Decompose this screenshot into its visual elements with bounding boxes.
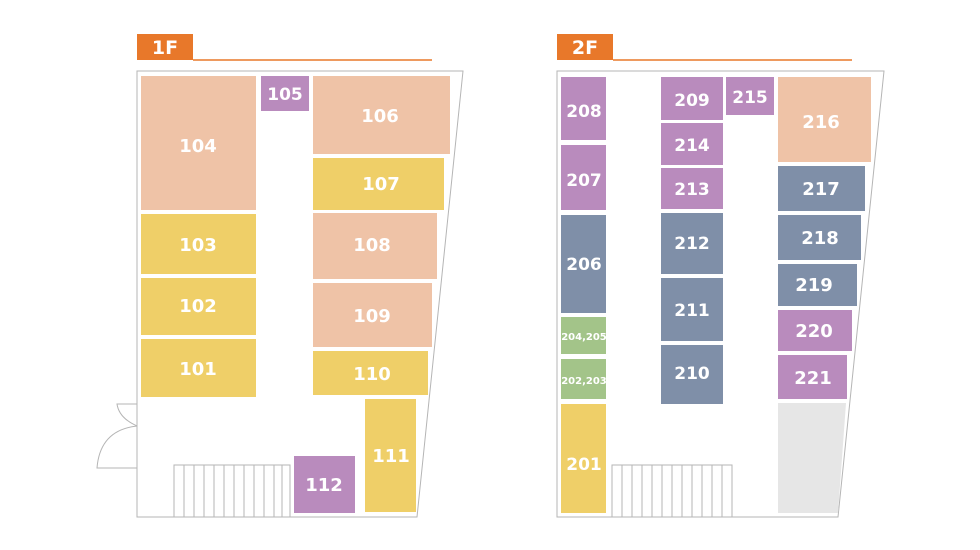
- floor-1f-header-tab: [137, 34, 193, 60]
- room-221[interactable]: 221: [778, 355, 847, 399]
- room-212[interactable]: 212: [661, 213, 723, 274]
- room-103-label: 103: [179, 235, 217, 256]
- room-215-label: 215: [732, 88, 768, 108]
- room-209-label: 209: [674, 91, 710, 111]
- room-106[interactable]: 106: [313, 76, 450, 154]
- room-106-label: 106: [361, 106, 399, 127]
- room-217[interactable]: 217: [778, 166, 865, 211]
- room-105[interactable]: 105: [261, 76, 309, 111]
- room-109[interactable]: 109: [313, 283, 432, 347]
- floor-1f: 1F 104 105 106: [96, 34, 464, 518]
- room-221-label: 221: [794, 368, 832, 389]
- room-218[interactable]: 218: [778, 215, 861, 260]
- room-207[interactable]: 207: [561, 145, 606, 210]
- room-107[interactable]: 107: [313, 158, 444, 210]
- room-202-203[interactable]: 202,203: [561, 359, 607, 399]
- room-210-label: 210: [674, 364, 710, 384]
- room-110[interactable]: 110: [313, 351, 428, 395]
- room-211-label: 211: [674, 301, 710, 321]
- room-211[interactable]: 211: [661, 278, 723, 341]
- floor-2f: 2F 208 209 215 216: [556, 34, 885, 518]
- room-212-label: 212: [674, 234, 710, 254]
- stairs-1f: [173, 464, 291, 518]
- room-204-205-label: 204,205: [561, 332, 607, 343]
- room-112-label: 112: [305, 475, 343, 496]
- room-217-label: 217: [802, 179, 840, 200]
- floor-2f-header-tab: [557, 34, 613, 60]
- room-213[interactable]: 213: [661, 168, 723, 209]
- room-213-label: 213: [674, 180, 710, 200]
- stairs-2f: [611, 464, 733, 518]
- room-202-203-label: 202,203: [561, 376, 607, 387]
- room-103[interactable]: 103: [141, 214, 256, 274]
- room-110-label: 110: [353, 364, 391, 385]
- room-209[interactable]: 209: [661, 77, 723, 120]
- room-201-label: 201: [566, 455, 602, 475]
- room-107-label: 107: [362, 174, 400, 195]
- room-214[interactable]: 214: [661, 123, 723, 165]
- room-101-label: 101: [179, 359, 217, 380]
- room-105-label: 105: [267, 85, 303, 105]
- room-219[interactable]: 219: [778, 264, 857, 306]
- room-207-label: 207: [566, 171, 602, 191]
- room-109-label: 109: [353, 306, 391, 327]
- room-112[interactable]: 112: [294, 456, 355, 513]
- room-216-label: 216: [802, 112, 840, 133]
- room-101[interactable]: 101: [141, 339, 256, 397]
- room-210[interactable]: 210: [661, 345, 723, 404]
- floor-1f-label: 1F: [152, 37, 178, 59]
- room-108-label: 108: [353, 235, 391, 256]
- room-208[interactable]: 208: [561, 77, 606, 140]
- room-blank-area: [778, 403, 846, 513]
- room-206[interactable]: 206: [561, 215, 606, 313]
- room-204-205[interactable]: 204,205: [561, 317, 607, 354]
- room-215[interactable]: 215: [726, 77, 774, 115]
- room-111-label: 111: [372, 446, 410, 467]
- room-220-label: 220: [795, 321, 833, 342]
- room-214-label: 214: [674, 136, 710, 156]
- room-104[interactable]: 104: [141, 76, 256, 210]
- room-218-label: 218: [801, 228, 839, 249]
- room-102-label: 102: [179, 296, 217, 317]
- room-220[interactable]: 220: [778, 310, 852, 351]
- room-111[interactable]: 111: [365, 399, 416, 512]
- room-208-label: 208: [566, 102, 602, 122]
- room-206-label: 206: [566, 255, 602, 275]
- room-104-label: 104: [179, 136, 217, 157]
- room-102[interactable]: 102: [141, 278, 256, 335]
- entrance-door-1f: [116, 403, 138, 427]
- entrance-door-1f-lower: [96, 425, 138, 469]
- room-108[interactable]: 108: [313, 213, 437, 279]
- floor-2f-label: 2F: [572, 37, 598, 59]
- room-216[interactable]: 216: [778, 77, 871, 162]
- room-201[interactable]: 201: [561, 404, 606, 513]
- room-219-label: 219: [795, 275, 833, 296]
